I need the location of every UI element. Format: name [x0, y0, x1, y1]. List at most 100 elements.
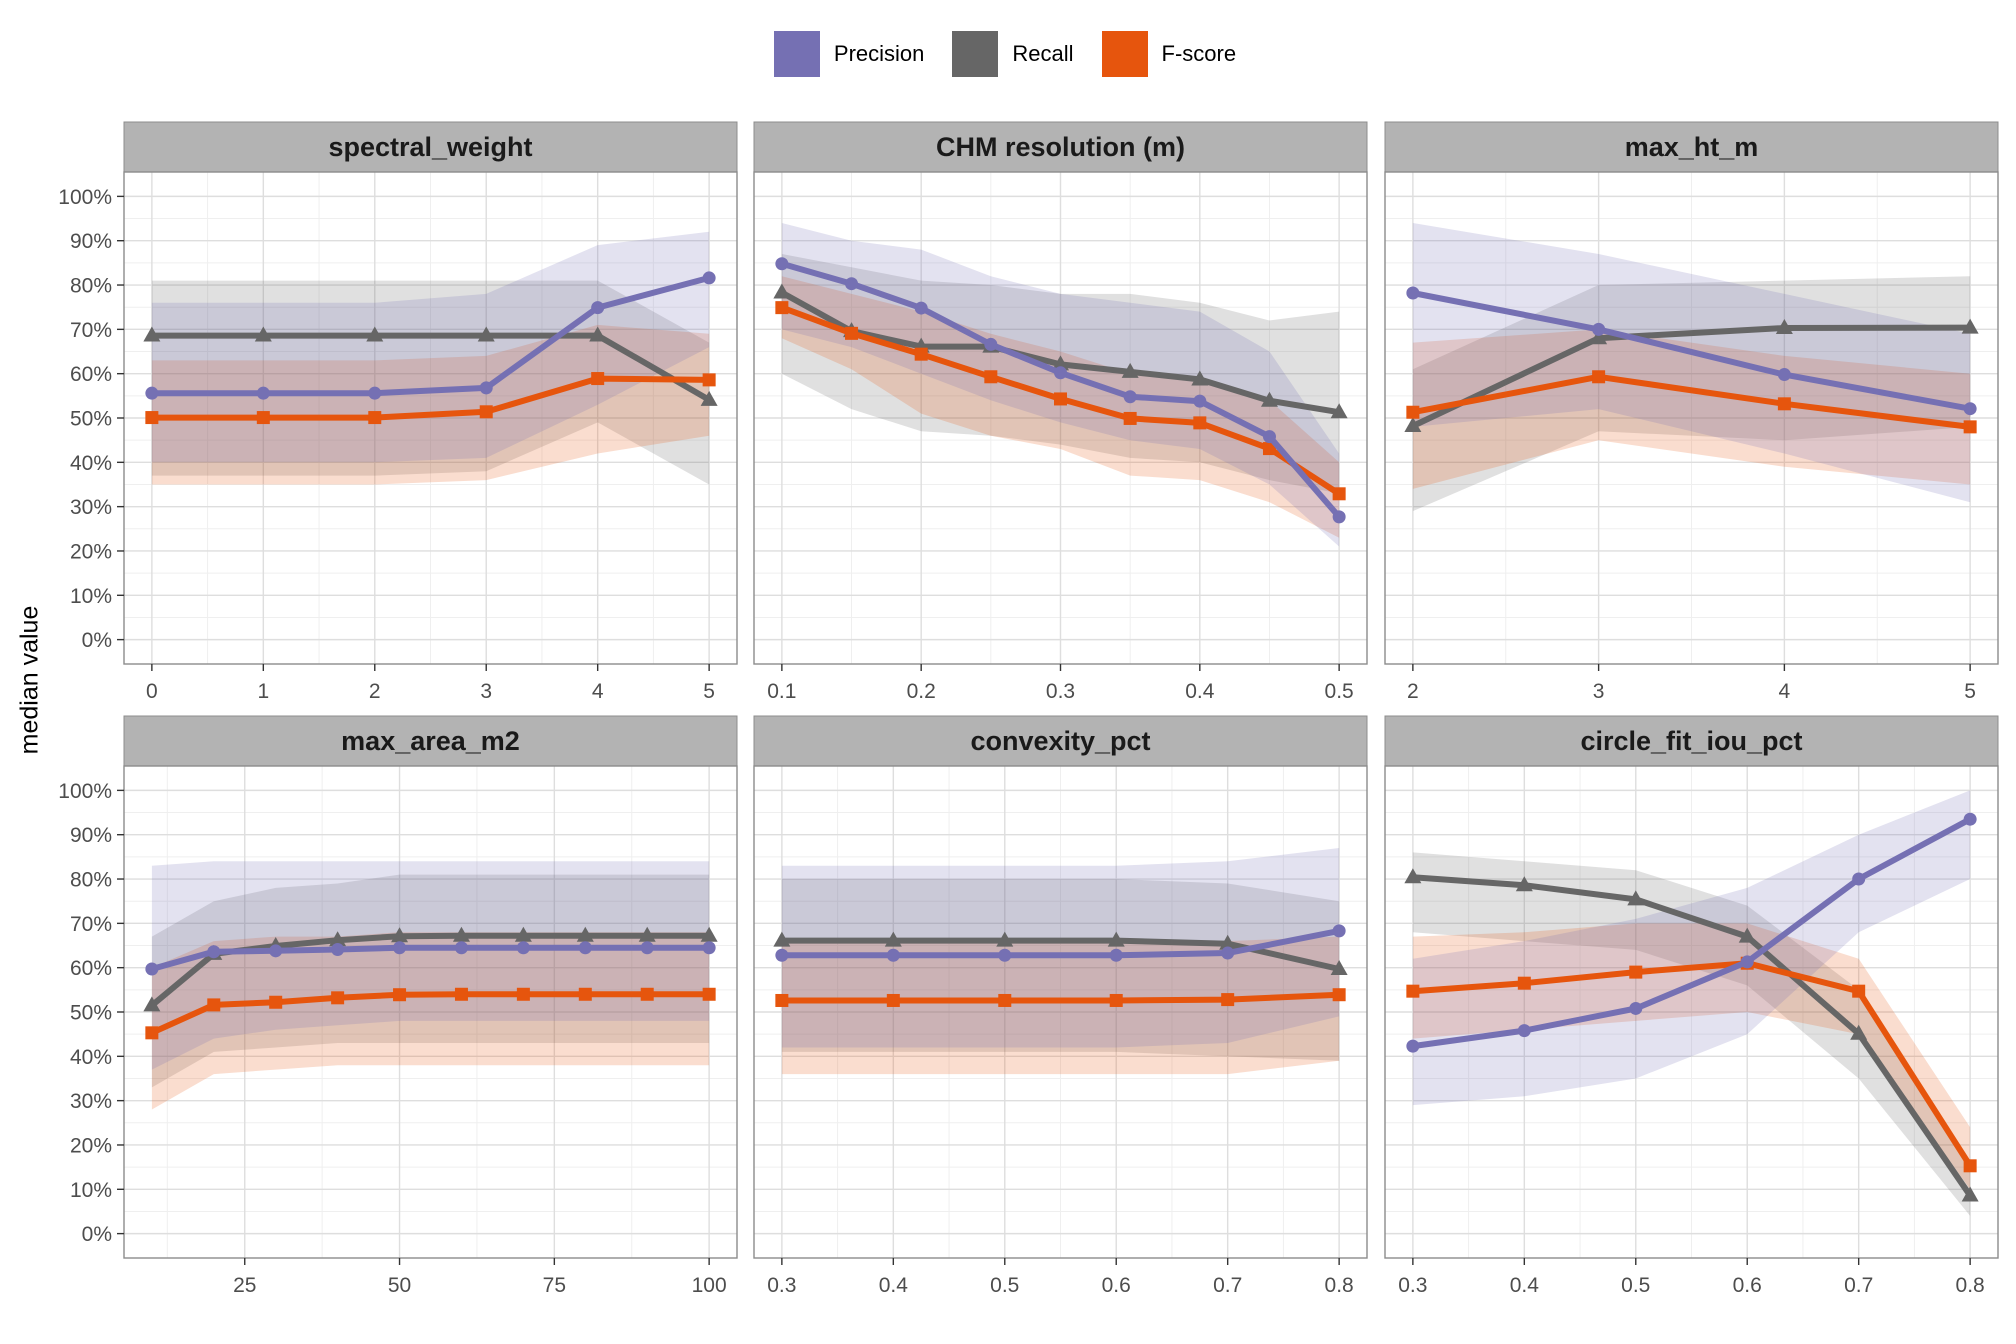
point-f-score: [479, 405, 493, 419]
y-tick-label: 80%: [70, 869, 112, 892]
point-f-score: [1193, 416, 1207, 430]
strip-bg: [1384, 121, 1999, 173]
legend-item-precision: Precision: [773, 31, 925, 77]
point-recall: [1515, 876, 1533, 892]
x-tick-label: 0.5: [990, 1274, 1019, 1297]
ribbon-recall: [1412, 276, 1971, 512]
point-f-score: [914, 347, 928, 361]
ribbon-recall: [151, 874, 710, 1088]
panel-max-area-m2: max_area_m2 25 50 75 100 0% 10% 20% 30% 40% 50% 60%…: [58, 715, 738, 1297]
point-f-score: [1852, 984, 1866, 998]
point-precision: [207, 945, 221, 959]
series-line-recall: [1409, 324, 1974, 429]
point-precision: [998, 948, 1012, 962]
point-recall: [1404, 868, 1422, 884]
point-recall: [996, 931, 1014, 947]
strip-bg: [1384, 715, 1999, 767]
point-precision: [702, 271, 716, 285]
y-tick-label: 70%: [70, 319, 112, 342]
x-tick-label: 0.5: [1325, 680, 1354, 703]
strip-title: max_ht_m: [1625, 132, 1759, 162]
point-precision: [886, 948, 900, 962]
point-f-score: [775, 993, 789, 1007]
point-f-score: [1054, 392, 1067, 406]
strip-title: max_area_m2: [341, 726, 520, 756]
point-precision: [1332, 924, 1346, 938]
point-f-score: [1406, 405, 1420, 419]
point-recall: [1330, 960, 1348, 976]
point-recall: [329, 931, 347, 947]
x-tick-label: 0.4: [1510, 1274, 1540, 1297]
series-line-f-score: [778, 991, 1343, 1004]
point-f-score: [516, 987, 530, 1001]
point-f-score: [640, 987, 654, 1001]
point-recall: [638, 926, 656, 942]
series-line-f-score: [148, 375, 713, 421]
panel-border: [1384, 765, 1999, 1259]
y-tick-label: 10%: [70, 1179, 112, 1202]
point-recall: [452, 926, 470, 942]
point-recall: [1738, 927, 1756, 943]
point-f-score: [1123, 411, 1137, 425]
ribbon-f-score: [781, 936, 1340, 1075]
point-f-score: [886, 993, 900, 1007]
point-recall: [1219, 934, 1237, 950]
point-precision: [1963, 402, 1977, 416]
point-precision: [845, 277, 859, 291]
point-f-score: [145, 411, 159, 425]
point-f-score: [1777, 397, 1791, 411]
x-tick-label: 1: [257, 680, 269, 703]
point-f-score: [1963, 420, 1977, 434]
x-tick-label: 0.5: [1621, 1274, 1650, 1297]
x-tick-label: 0.7: [1213, 1274, 1242, 1297]
strip-bg: [753, 121, 1368, 173]
point-recall: [477, 326, 495, 342]
point-recall: [1627, 890, 1645, 906]
strip-title: spectral_weight: [328, 132, 532, 162]
point-precision: [1517, 1024, 1531, 1038]
y-tick-label: 90%: [70, 824, 112, 847]
point-f-score: [1221, 993, 1235, 1007]
point-precision: [1262, 430, 1276, 444]
point-f-score: [845, 326, 859, 340]
legend-label-precision: Precision: [833, 41, 925, 66]
series-line-recall: [148, 332, 713, 403]
point-f-score: [145, 1026, 159, 1040]
legend-label-recall: Recall: [1012, 41, 1074, 66]
point-recall: [1260, 391, 1278, 407]
point-precision: [1109, 948, 1123, 962]
x-tick-label: 0.8: [1325, 1274, 1354, 1297]
point-recall: [1850, 1024, 1868, 1040]
point-recall: [254, 326, 272, 342]
ribbon-precision: [151, 231, 710, 463]
point-f-score: [1406, 984, 1420, 998]
point-recall: [700, 390, 718, 406]
point-f-score: [256, 411, 270, 425]
y-tick-label: 30%: [70, 496, 112, 519]
point-f-score: [454, 987, 468, 1001]
x-tick-label: 25: [233, 1274, 256, 1297]
point-precision: [578, 941, 592, 955]
point-recall: [589, 326, 607, 342]
series-line-precision: [148, 944, 713, 972]
point-recall: [1052, 355, 1069, 371]
point-f-score: [1517, 976, 1531, 990]
point-recall: [700, 926, 718, 942]
point-f-score: [1332, 988, 1346, 1002]
point-f-score: [775, 301, 789, 315]
ribbon-recall: [151, 280, 710, 485]
point-recall: [1404, 416, 1422, 432]
point-precision: [331, 943, 345, 957]
point-f-score: [269, 995, 283, 1009]
point-f-score: [1629, 965, 1643, 979]
ribbon-f-score: [1412, 923, 1971, 1190]
point-precision: [1221, 946, 1235, 960]
y-tick-label: 100%: [58, 780, 112, 803]
y-tick-label: 30%: [70, 1090, 112, 1113]
x-tick-label: 4: [1779, 680, 1791, 703]
y-tick-label: 50%: [70, 1002, 112, 1025]
legend-item-fscore: F-score: [1101, 31, 1236, 77]
series-line-f-score: [148, 991, 713, 1036]
point-recall: [1330, 403, 1348, 419]
legend-key-precision: [773, 31, 820, 77]
